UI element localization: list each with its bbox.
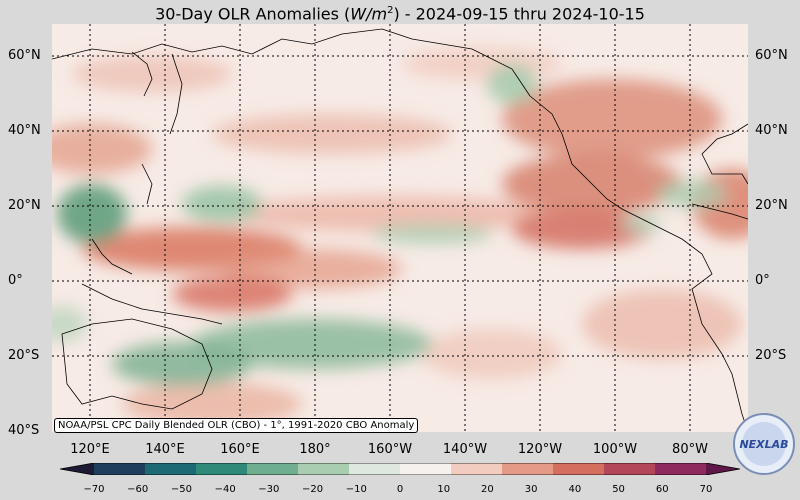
colorbar-cell	[298, 463, 350, 475]
lat-label-right: 40°N	[755, 123, 788, 138]
colorbar-cell	[247, 463, 299, 475]
lat-label-left: 60°N	[8, 48, 41, 63]
lon-label: 160°W	[367, 442, 413, 457]
lon-label: 140°E	[145, 442, 185, 457]
colorbar-tick-label: 20	[481, 484, 494, 495]
lon-label: 80°W	[672, 442, 708, 457]
colorbar-tick-label: 70	[699, 484, 713, 495]
colorbar-tick-label: −50	[170, 484, 192, 495]
colorbar-cell	[349, 463, 401, 475]
logo-text: NEXLAB	[739, 438, 788, 451]
colorbar-cell	[451, 463, 503, 475]
colorbar-tick-label: 50	[612, 484, 625, 495]
colorbar-tick-label: −20	[302, 484, 324, 495]
lat-label-left: 0°	[8, 273, 23, 288]
anomaly-field	[52, 48, 748, 426]
colorbar-tick-label: 10	[437, 484, 451, 495]
lon-label: 160°E	[220, 442, 260, 457]
colorbar-tick-label: −30	[258, 484, 280, 495]
colorbar-tick-label: 60	[655, 484, 669, 495]
colorbar	[60, 463, 740, 475]
colorbar-tick-label: 40	[568, 484, 582, 495]
colorbar-tick-label: 0	[396, 484, 404, 495]
lat-label-left: 40°S	[8, 423, 40, 438]
lat-label-left: 20°S	[8, 348, 40, 363]
colorbar-cell	[655, 463, 707, 475]
lat-label-right: 60°N	[755, 48, 788, 63]
colorbar-tick-label: −70	[83, 484, 105, 495]
colorbar-tick-label: −10	[345, 484, 367, 495]
data-source-label: NOAA/PSL CPC Daily Blended OLR (CBO) - 1…	[54, 418, 419, 433]
map-title: 30-Day OLR Anomalies (W/m2) - 2024-09-15…	[155, 4, 645, 24]
lat-label-right: 0°	[755, 273, 770, 288]
colorbar-extend-high	[706, 463, 740, 475]
lat-label-right: 20°N	[755, 198, 788, 213]
lon-label: 180°	[299, 442, 331, 457]
colorbar-tick-label: −40	[214, 484, 236, 495]
colorbar-cell	[604, 463, 656, 475]
colorbar-tick-label: 30	[524, 484, 538, 495]
colorbar-extend-low	[60, 463, 94, 475]
lon-label: 120°E	[70, 442, 110, 457]
colorbar-cell	[145, 463, 197, 475]
lon-label: 140°W	[442, 442, 488, 457]
colorbar-cell	[196, 463, 248, 475]
graticule	[52, 24, 748, 432]
lon-label: 100°W	[592, 442, 638, 457]
lat-label-right: 20°S	[755, 348, 787, 363]
colorbar-cell	[553, 463, 605, 475]
colorbar-cell	[502, 463, 554, 475]
colorbar-cell	[94, 463, 146, 475]
olr-anomaly-map	[52, 24, 748, 432]
colorbar-cell	[400, 463, 452, 475]
lat-label-left: 20°N	[8, 198, 41, 213]
nexlab-logo-icon: NEXLAB	[733, 413, 795, 475]
coastlines	[52, 28, 748, 432]
colorbar-tick-label: −60	[127, 484, 149, 495]
lat-label-left: 40°N	[8, 123, 41, 138]
lon-label: 120°W	[517, 442, 563, 457]
